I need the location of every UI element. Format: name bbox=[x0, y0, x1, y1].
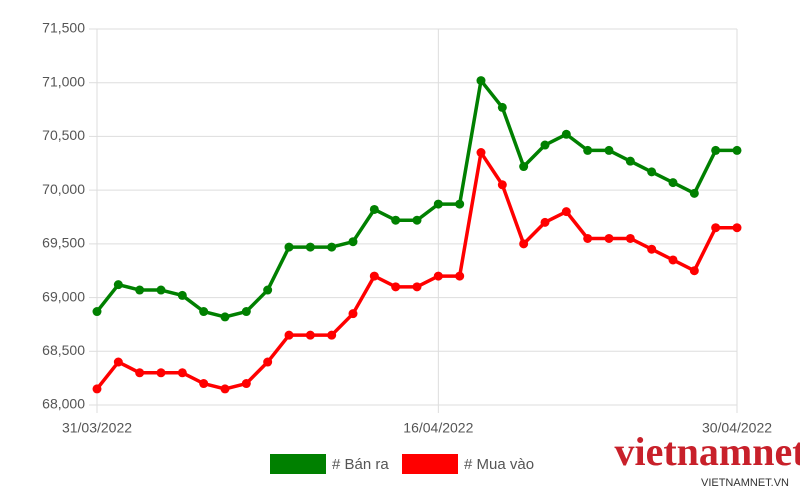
data-point bbox=[647, 244, 657, 254]
series-line bbox=[95, 78, 737, 319]
data-point bbox=[455, 199, 465, 209]
data-point bbox=[92, 384, 102, 394]
legend-label: # Mua vào bbox=[464, 456, 534, 473]
data-point bbox=[241, 379, 251, 389]
data-point bbox=[540, 217, 550, 227]
data-point bbox=[263, 357, 273, 367]
data-point bbox=[412, 215, 422, 225]
data-point bbox=[497, 102, 507, 112]
data-point bbox=[476, 148, 486, 158]
data-point bbox=[135, 368, 145, 378]
y-tick-label: 71,000 bbox=[42, 73, 85, 89]
data-point bbox=[732, 145, 742, 155]
y-tick-label: 69,000 bbox=[42, 288, 85, 304]
data-point bbox=[540, 140, 550, 150]
y-tick-label: 68,500 bbox=[42, 342, 85, 358]
data-point bbox=[625, 233, 635, 243]
y-tick-label: 70,500 bbox=[42, 127, 85, 143]
data-point bbox=[711, 223, 721, 233]
data-point bbox=[113, 280, 123, 290]
y-tick-label: 71,500 bbox=[42, 20, 85, 36]
data-point bbox=[113, 357, 123, 367]
data-point bbox=[519, 239, 529, 249]
data-point bbox=[689, 266, 699, 276]
data-point bbox=[369, 204, 379, 214]
data-point bbox=[327, 242, 337, 252]
data-point bbox=[476, 76, 486, 86]
data-point bbox=[327, 330, 337, 340]
data-point bbox=[561, 129, 571, 139]
data-point bbox=[711, 145, 721, 155]
x-tick-label: 30/04/2022 bbox=[702, 420, 772, 436]
data-point bbox=[732, 223, 742, 233]
data-point bbox=[156, 285, 166, 295]
data-point bbox=[220, 312, 230, 322]
data-point bbox=[369, 271, 379, 281]
data-point bbox=[391, 215, 401, 225]
data-point bbox=[263, 285, 273, 295]
y-tick-label: 70,000 bbox=[42, 181, 85, 197]
data-point bbox=[391, 282, 401, 292]
data-point bbox=[433, 271, 443, 281]
watermark-brand: vietnamnet bbox=[614, 429, 800, 474]
data-point bbox=[199, 307, 209, 317]
data-point bbox=[497, 180, 507, 190]
data-point bbox=[433, 199, 443, 209]
data-point bbox=[220, 384, 230, 394]
data-point bbox=[604, 233, 614, 243]
data-point bbox=[241, 307, 251, 317]
data-point bbox=[305, 242, 315, 252]
data-point bbox=[583, 233, 593, 243]
data-point bbox=[668, 178, 678, 188]
watermark-site: VIETNAMNET.VN bbox=[701, 477, 789, 489]
data-point bbox=[561, 207, 571, 217]
data-point bbox=[177, 368, 187, 378]
legend-swatch bbox=[270, 454, 326, 474]
data-point bbox=[689, 188, 699, 198]
data-point bbox=[604, 145, 614, 155]
legend-label: # Bán ra bbox=[332, 456, 389, 473]
data-point bbox=[348, 237, 358, 247]
y-tick-label: 68,000 bbox=[42, 396, 85, 412]
series-line bbox=[95, 150, 737, 391]
data-point bbox=[199, 379, 209, 389]
data-point bbox=[647, 167, 657, 177]
data-point bbox=[519, 162, 529, 172]
data-point bbox=[412, 282, 422, 292]
data-point bbox=[583, 145, 593, 155]
data-point bbox=[284, 242, 294, 252]
x-tick-label: 31/03/2022 bbox=[62, 420, 132, 436]
data-point bbox=[455, 271, 465, 281]
data-point bbox=[668, 255, 678, 265]
data-point bbox=[156, 368, 166, 378]
data-point bbox=[625, 156, 635, 166]
data-point bbox=[348, 309, 358, 319]
data-point bbox=[177, 290, 187, 300]
x-tick-label: 16/04/2022 bbox=[403, 420, 473, 436]
data-point bbox=[92, 307, 102, 317]
data-point bbox=[284, 330, 294, 340]
data-point bbox=[135, 285, 145, 295]
y-tick-label: 69,500 bbox=[42, 235, 85, 251]
legend-swatch bbox=[402, 454, 458, 474]
data-point bbox=[305, 330, 315, 340]
